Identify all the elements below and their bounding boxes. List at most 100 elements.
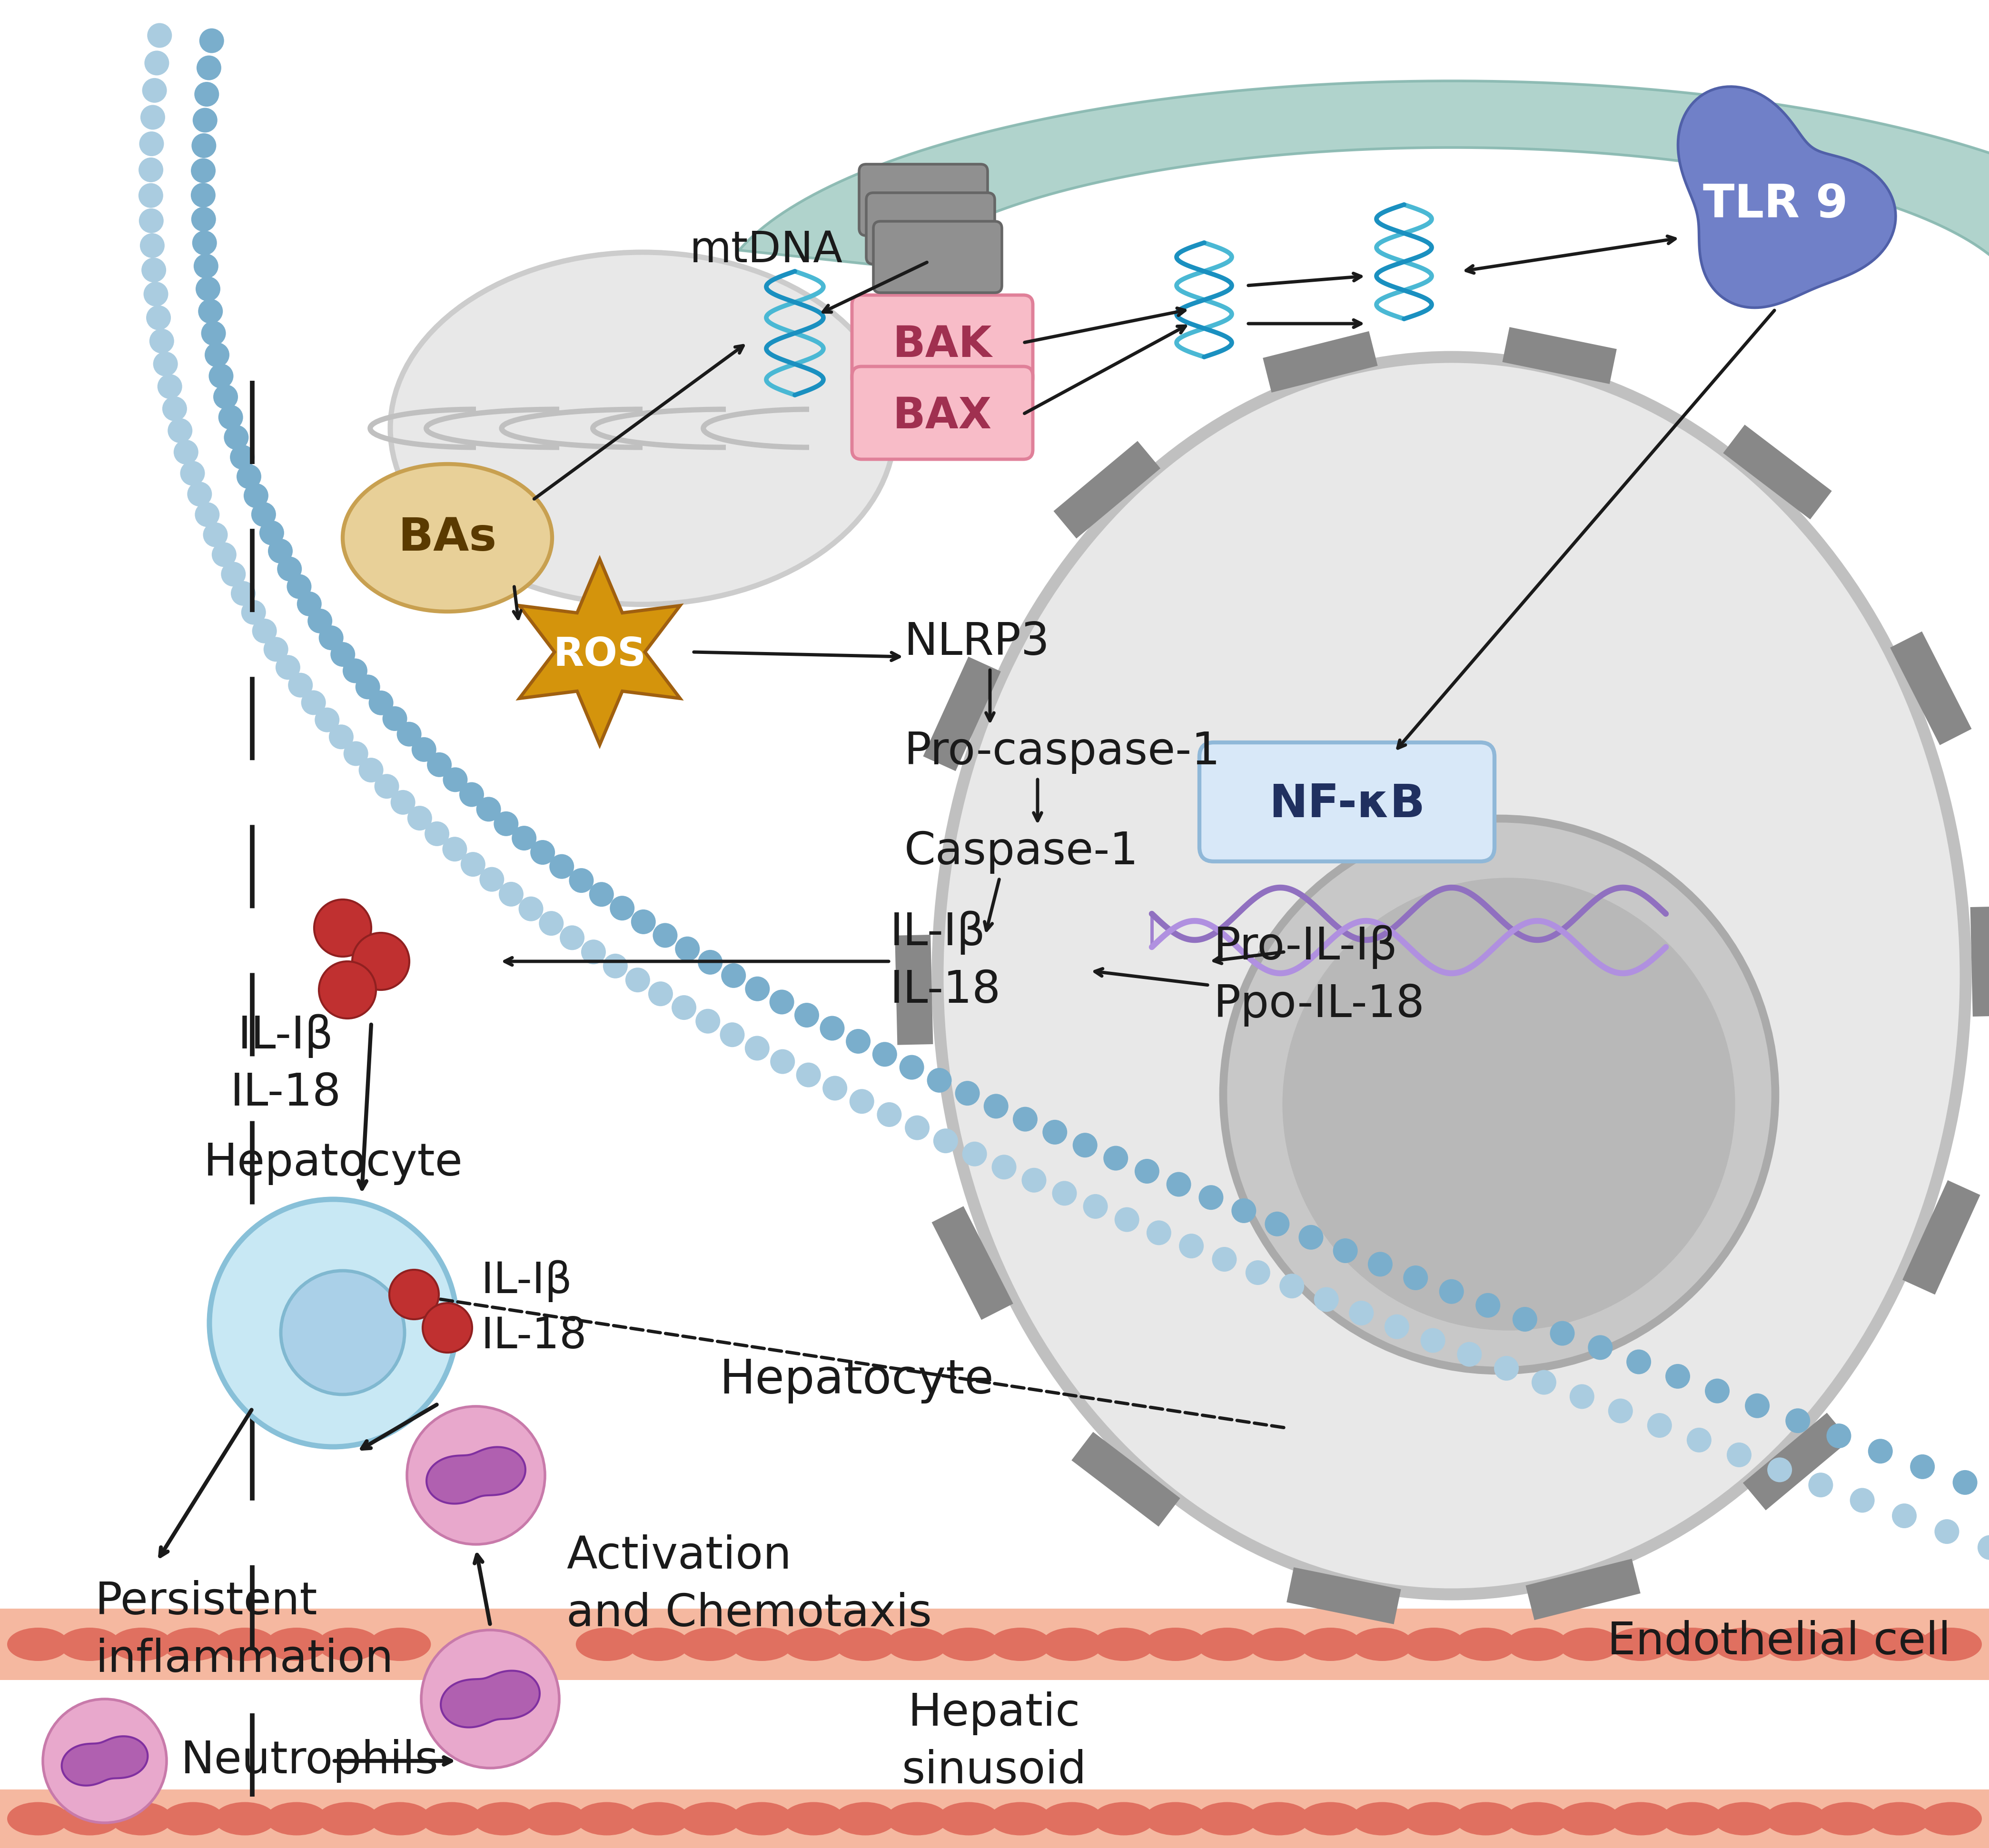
Circle shape <box>318 625 344 650</box>
Ellipse shape <box>1351 1802 1412 1835</box>
Circle shape <box>770 1050 796 1074</box>
Circle shape <box>1104 1146 1128 1170</box>
Circle shape <box>221 562 247 586</box>
Polygon shape <box>1901 1181 1981 1295</box>
Circle shape <box>1587 1334 1613 1360</box>
Polygon shape <box>1679 87 1896 307</box>
Circle shape <box>195 503 219 527</box>
Circle shape <box>1245 1260 1271 1284</box>
Polygon shape <box>1722 425 1832 519</box>
Circle shape <box>819 1016 845 1040</box>
Ellipse shape <box>1919 1628 1981 1661</box>
Polygon shape <box>1072 1432 1179 1526</box>
Circle shape <box>139 157 163 183</box>
Circle shape <box>746 976 770 1002</box>
Circle shape <box>193 231 217 255</box>
Polygon shape <box>1526 1558 1641 1621</box>
Ellipse shape <box>60 1802 121 1835</box>
Polygon shape <box>923 656 1000 771</box>
Ellipse shape <box>1247 1628 1311 1661</box>
Circle shape <box>877 1101 901 1127</box>
Circle shape <box>1609 1399 1633 1423</box>
Circle shape <box>1549 1321 1575 1345</box>
Ellipse shape <box>885 1802 949 1835</box>
Circle shape <box>296 591 322 615</box>
Circle shape <box>251 503 276 527</box>
Circle shape <box>1211 1247 1237 1271</box>
Circle shape <box>1402 1266 1428 1290</box>
Circle shape <box>1494 1356 1520 1380</box>
Circle shape <box>1532 1369 1555 1395</box>
Circle shape <box>253 619 276 643</box>
Circle shape <box>219 405 243 431</box>
Text: Persistent
inflammation: Persistent inflammation <box>95 1580 394 1682</box>
Text: Caspase-1: Caspase-1 <box>905 830 1140 874</box>
Ellipse shape <box>678 1802 742 1835</box>
Circle shape <box>145 305 171 331</box>
Ellipse shape <box>318 1628 380 1661</box>
Circle shape <box>1726 1443 1752 1467</box>
Circle shape <box>203 523 229 547</box>
Circle shape <box>209 364 233 388</box>
Circle shape <box>153 351 177 377</box>
Circle shape <box>358 758 384 782</box>
Ellipse shape <box>1247 1802 1311 1835</box>
Circle shape <box>428 752 452 776</box>
Circle shape <box>933 1129 959 1153</box>
Circle shape <box>396 723 422 747</box>
Circle shape <box>382 706 408 732</box>
Circle shape <box>461 852 485 876</box>
Circle shape <box>674 937 700 961</box>
Ellipse shape <box>318 1802 380 1835</box>
Circle shape <box>611 896 634 920</box>
Text: Endothelial cell: Endothelial cell <box>1607 1621 1951 1663</box>
Text: BAX: BAX <box>893 395 993 438</box>
Circle shape <box>300 691 326 715</box>
Circle shape <box>241 601 267 625</box>
FancyBboxPatch shape <box>867 192 994 264</box>
Circle shape <box>1476 1294 1500 1318</box>
Circle shape <box>269 538 292 564</box>
Circle shape <box>157 373 183 399</box>
Circle shape <box>197 55 221 79</box>
Circle shape <box>141 257 167 283</box>
Circle shape <box>259 521 284 545</box>
Ellipse shape <box>1661 1802 1722 1835</box>
Circle shape <box>549 854 575 880</box>
Circle shape <box>1265 1212 1289 1236</box>
Circle shape <box>1299 1225 1323 1249</box>
Ellipse shape <box>44 1698 167 1822</box>
Ellipse shape <box>1557 1628 1619 1661</box>
Polygon shape <box>1742 1412 1850 1510</box>
Circle shape <box>631 909 656 935</box>
Circle shape <box>794 1003 819 1027</box>
Circle shape <box>1458 1342 1482 1368</box>
Ellipse shape <box>1402 1802 1464 1835</box>
Ellipse shape <box>937 1628 1000 1661</box>
Ellipse shape <box>782 1628 845 1661</box>
Text: IL-Iβ
IL-18: IL-Iβ IL-18 <box>231 1015 340 1114</box>
Ellipse shape <box>1609 1628 1671 1661</box>
Circle shape <box>163 395 187 421</box>
Circle shape <box>1072 1133 1098 1157</box>
Circle shape <box>276 654 300 680</box>
Circle shape <box>603 954 629 978</box>
Ellipse shape <box>989 1628 1052 1661</box>
Ellipse shape <box>408 1406 545 1545</box>
Circle shape <box>1744 1393 1770 1417</box>
Circle shape <box>412 737 436 761</box>
Circle shape <box>1368 1251 1392 1277</box>
FancyBboxPatch shape <box>859 164 989 235</box>
Circle shape <box>479 867 503 893</box>
Circle shape <box>963 1142 987 1166</box>
Circle shape <box>1786 1408 1810 1432</box>
Ellipse shape <box>525 1802 587 1835</box>
Ellipse shape <box>473 1802 535 1835</box>
Ellipse shape <box>215 1802 276 1835</box>
Circle shape <box>408 806 432 830</box>
Polygon shape <box>931 1207 1012 1319</box>
Circle shape <box>1850 1488 1874 1514</box>
Circle shape <box>173 440 199 464</box>
Ellipse shape <box>215 1628 276 1661</box>
Polygon shape <box>895 935 933 1044</box>
